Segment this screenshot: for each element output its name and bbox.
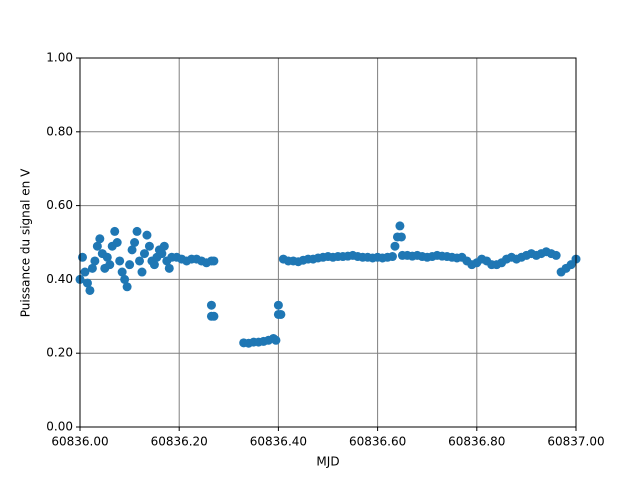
point bbox=[390, 241, 400, 251]
point bbox=[142, 230, 152, 240]
y-tick-label: 1.00 bbox=[46, 51, 73, 65]
point bbox=[209, 256, 219, 266]
point bbox=[120, 274, 130, 284]
point bbox=[85, 285, 95, 295]
x-tick-label: 60836.80 bbox=[448, 435, 505, 449]
point bbox=[159, 241, 169, 251]
point bbox=[144, 241, 154, 251]
point bbox=[122, 282, 132, 292]
point bbox=[164, 263, 174, 273]
y-tick-label: 0.80 bbox=[46, 124, 73, 138]
y-tick-label: 0.00 bbox=[46, 420, 73, 434]
x-tick-label: 60836.20 bbox=[151, 435, 208, 449]
y-tick-label: 0.40 bbox=[46, 272, 73, 286]
x-tick-label: 60836.40 bbox=[250, 435, 307, 449]
point bbox=[87, 263, 97, 273]
point bbox=[127, 245, 137, 255]
x-axis-label: MJD bbox=[316, 455, 339, 469]
point bbox=[117, 267, 127, 277]
point bbox=[90, 256, 100, 266]
point bbox=[209, 311, 219, 321]
point bbox=[149, 260, 159, 270]
point bbox=[92, 241, 102, 251]
point bbox=[273, 309, 283, 319]
point bbox=[135, 256, 145, 266]
point bbox=[395, 221, 405, 231]
point bbox=[139, 249, 149, 259]
point bbox=[130, 238, 140, 247]
point bbox=[82, 278, 92, 288]
point bbox=[112, 238, 122, 247]
point bbox=[105, 260, 115, 270]
point bbox=[95, 234, 105, 244]
y-tick-label: 0.60 bbox=[46, 198, 73, 212]
x-tick-label: 60837.00 bbox=[547, 435, 604, 449]
y-axis-label: Puissance du signal en V bbox=[19, 168, 33, 317]
x-tick-label: 60836.60 bbox=[349, 435, 406, 449]
point bbox=[110, 226, 120, 236]
point bbox=[132, 226, 142, 236]
point bbox=[157, 249, 167, 259]
point bbox=[273, 300, 283, 310]
point bbox=[137, 267, 147, 277]
point bbox=[115, 256, 125, 266]
point bbox=[102, 252, 112, 262]
x-tick-label: 60836.00 bbox=[51, 435, 108, 449]
point bbox=[396, 232, 406, 242]
point bbox=[271, 335, 281, 345]
point bbox=[387, 252, 397, 262]
point bbox=[77, 252, 87, 262]
point bbox=[551, 250, 561, 260]
plot-frame bbox=[79, 57, 577, 428]
point bbox=[206, 300, 216, 310]
y-tick-label: 0.20 bbox=[46, 346, 73, 360]
point bbox=[80, 267, 90, 277]
point bbox=[125, 260, 135, 270]
